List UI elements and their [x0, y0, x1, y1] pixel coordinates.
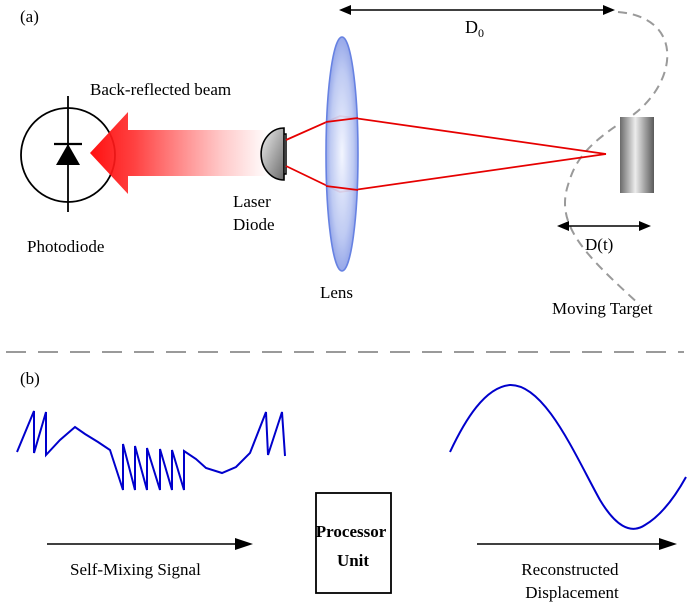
reconstructed-displacement-arrow — [477, 538, 677, 550]
self-mixing-signal-waveform — [16, 410, 286, 491]
displacement-dashed-curve — [563, 11, 669, 306]
laser-beam-rays-through-lens — [325, 117, 359, 191]
distance-dt-label: D(t) — [585, 235, 613, 254]
photodiode-icon — [20, 96, 116, 212]
processor-unit-box — [315, 492, 392, 594]
panel-b-label: (b) — [20, 369, 40, 388]
lens-icon — [325, 36, 359, 272]
panel-a-label: (a) — [20, 7, 39, 26]
reconstructed-displacement-label: Reconstructed Displacement — [521, 560, 623, 602]
distance-dt-arrow — [557, 221, 651, 231]
back-reflected-beam-arrow — [90, 112, 268, 194]
reconstructed-displacement-waveform — [449, 383, 687, 530]
self-mixing-signal-label: Self-Mixing Signal — [70, 560, 201, 579]
distance-d0-label: D0 — [465, 17, 484, 40]
moving-target-icon — [620, 117, 654, 193]
moving-target-label: Moving Target — [552, 299, 653, 318]
laser-diode-icon — [260, 127, 287, 181]
photodiode-label: Photodiode — [27, 237, 104, 256]
self-mixing-signal-arrow — [47, 538, 253, 550]
back-reflected-beam-label: Back-reflected beam — [90, 80, 231, 99]
processor-unit-label: Processor Unit — [316, 522, 390, 570]
lens-label: Lens — [320, 283, 353, 302]
distance-d0-arrow — [339, 5, 615, 15]
laser-diode-label: Laser Diode — [233, 192, 275, 234]
